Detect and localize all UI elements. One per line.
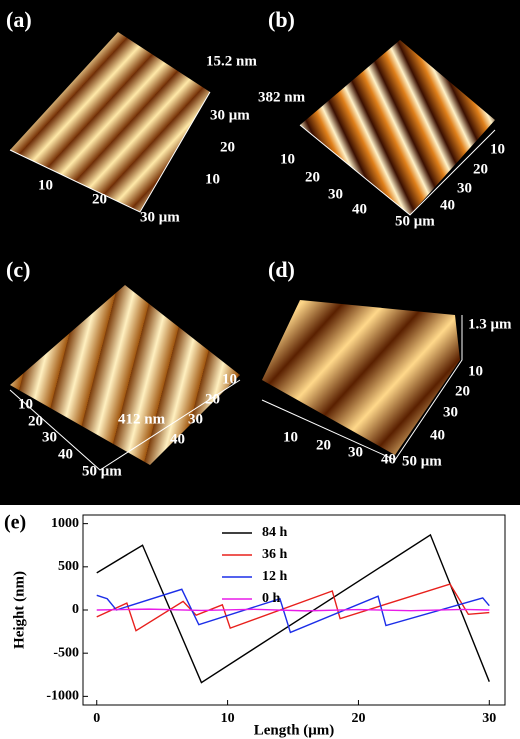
axis-label: 20 (205, 391, 220, 407)
afm-axes (299, 124, 496, 216)
afm-axes (9, 379, 241, 471)
height-label: 15.2 nm (206, 53, 257, 69)
axis-label: 10 (18, 396, 33, 412)
afm-surface (262, 300, 460, 455)
axis-label: 40 (430, 427, 445, 443)
axis-label: 20 (92, 191, 107, 207)
y-axis-title: Height (nm) (11, 571, 27, 649)
legend-label: 36 h (262, 547, 288, 562)
axis-label: 10 (205, 171, 220, 187)
axis-label: 10 (468, 363, 483, 379)
axis-label: 30 (328, 186, 343, 202)
panel-label: (c) (6, 257, 30, 282)
x-axis-title: Length (μm) (254, 722, 335, 738)
y-tick-label: 500 (58, 559, 79, 574)
axis-label: 30 (188, 411, 203, 427)
line-series (96, 608, 490, 612)
legend-label: 84 h (262, 525, 288, 540)
x-tick-label: 10 (221, 711, 235, 726)
y-tick-label: 0 (72, 602, 79, 617)
axis-label: 40 (352, 201, 367, 217)
axis-label: 20 (455, 383, 470, 399)
axis-label: 50 μm (402, 453, 442, 469)
height-label: 412 nm (118, 411, 166, 427)
axis-label: 40 (58, 446, 73, 462)
axis-label: 30 μm (210, 107, 250, 123)
legend-label: 12 h (262, 569, 288, 584)
afm-surface (10, 32, 210, 212)
x-tick-label: 0 (93, 711, 100, 726)
axis-label: 20 (473, 161, 488, 177)
panel-label: (b) (268, 7, 295, 32)
axis-label: 20 (28, 413, 43, 429)
panel-label: (e) (4, 512, 26, 534)
y-tick-label: 1000 (51, 516, 79, 531)
x-tick-label: 30 (482, 711, 496, 726)
axis-label: 40 (440, 197, 455, 213)
axis-label: 40 (170, 431, 185, 447)
height-label: 382 nm (258, 89, 306, 105)
afm-axes (261, 315, 463, 461)
axis-label: 30 (443, 404, 458, 420)
axis-label: 10 (38, 177, 53, 193)
axis-label: 20 (305, 169, 320, 185)
afm-surface (10, 285, 240, 465)
x-tick-label: 20 (351, 711, 365, 726)
axis-label: 10 (283, 429, 298, 445)
height-label: 1.3 μm (468, 316, 512, 332)
axis-label: 30 (42, 429, 57, 445)
axis-label: 10 (490, 141, 505, 157)
axis-label: 50 μm (82, 463, 122, 479)
afm-surface (300, 40, 495, 215)
y-tick-label: -500 (53, 645, 79, 660)
axis-label: 30 (457, 180, 472, 196)
panel-label: (d) (268, 257, 295, 282)
axis-label: 30 (348, 444, 363, 460)
line-series (96, 588, 490, 634)
axis-label: 10 (222, 371, 237, 387)
axis-label: 40 (381, 451, 396, 467)
y-tick-label: -1000 (46, 689, 79, 704)
axis-label: 20 (316, 437, 331, 453)
afm-axes (9, 91, 211, 213)
axis-label: 50 μm (395, 213, 435, 229)
axis-label: 30 μm (140, 209, 180, 225)
axis-label: 10 (280, 151, 295, 167)
panel-label: (a) (6, 7, 32, 32)
legend-label: 0 h (262, 591, 281, 606)
axis-label: 20 (220, 139, 235, 155)
